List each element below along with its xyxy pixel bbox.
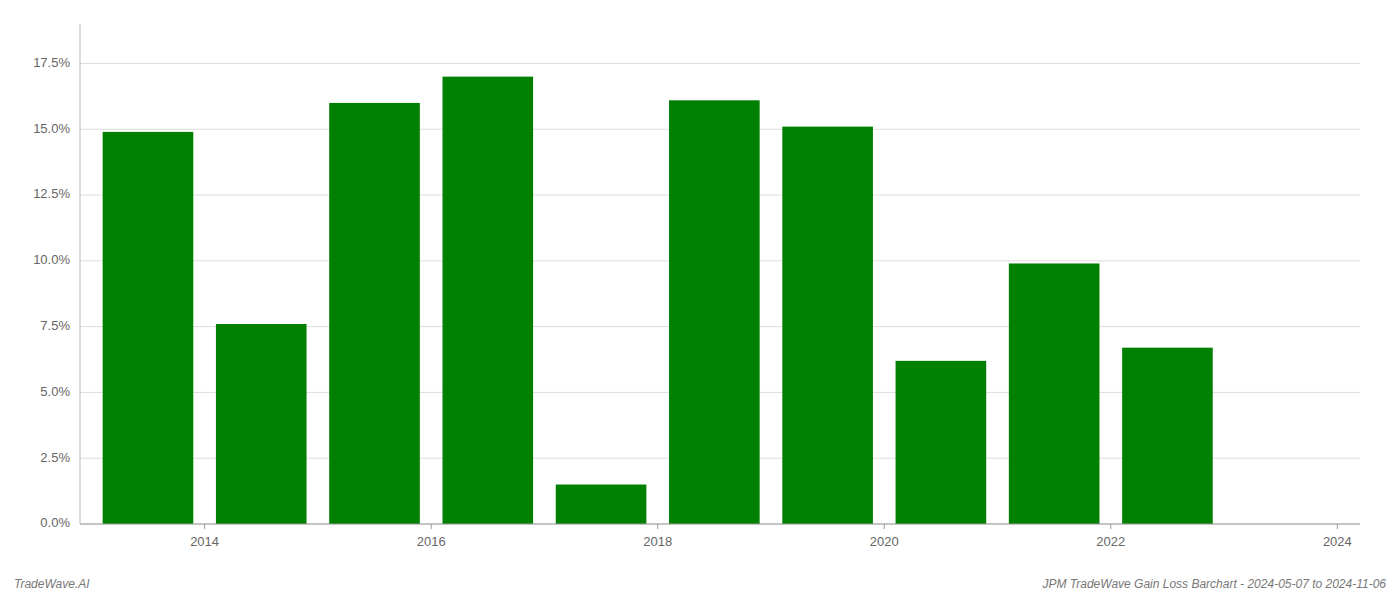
grid: [80, 63, 1360, 524]
y-tick-label: 10.0%: [33, 252, 70, 267]
bar: [329, 103, 420, 524]
x-axis-line: [80, 524, 1360, 525]
x-tick-label: 2022: [1096, 534, 1125, 549]
x-tick-label: 2016: [417, 534, 446, 549]
bar: [782, 127, 873, 524]
bar: [556, 485, 647, 524]
bar: [216, 324, 307, 524]
x-tick-label: 2024: [1323, 534, 1352, 549]
y-tick-label: 0.0%: [40, 515, 70, 530]
x-tick-label: 2020: [870, 534, 899, 549]
y-tick-label: 17.5%: [33, 55, 70, 70]
y-tick-label: 15.0%: [33, 121, 70, 136]
x-tick-label: 2014: [190, 534, 219, 549]
x-tick: [431, 524, 432, 529]
y-tick-label: 12.5%: [33, 186, 70, 201]
y-tick-label: 2.5%: [40, 450, 70, 465]
grid-line: [80, 63, 1360, 64]
bar: [103, 132, 194, 524]
bar: [669, 100, 760, 524]
bar: [1122, 348, 1213, 524]
y-tick-label: 5.0%: [40, 384, 70, 399]
x-tick: [1110, 524, 1111, 529]
bar: [1009, 263, 1100, 524]
chart: 0.0% 2.5% 5.0% 7.5% 10.0% 12.5% 15.0% 17.5% 2014…: [0, 0, 1400, 600]
x-tick: [204, 524, 205, 529]
bar: [896, 361, 987, 524]
grid-line: [80, 524, 1360, 525]
x-tick-label: 2018: [643, 534, 672, 549]
footer: TradeWave.AI: [14, 577, 90, 591]
footer: JPM TradeWave Gain Loss Barchart - 2024-…: [1041, 577, 1386, 591]
bars: [103, 77, 1213, 524]
x-tick: [657, 524, 658, 529]
y-tick-label: 7.5%: [40, 318, 70, 333]
x-tick: [1337, 524, 1338, 529]
y-axis-line: [80, 24, 81, 524]
x-tick: [884, 524, 885, 529]
background: [0, 0, 1400, 600]
bar: [442, 77, 533, 524]
